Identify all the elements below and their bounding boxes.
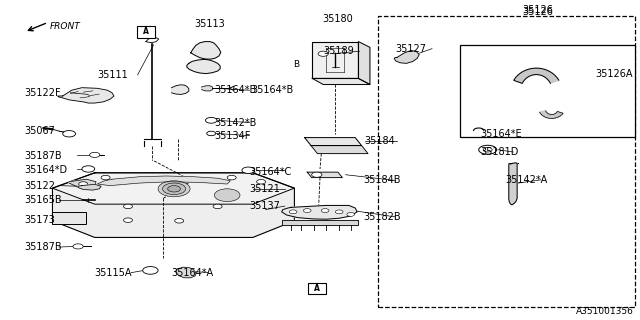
Polygon shape bbox=[282, 220, 358, 225]
Text: 35113: 35113 bbox=[195, 19, 225, 29]
Text: 35142*A: 35142*A bbox=[506, 175, 548, 185]
Polygon shape bbox=[312, 78, 370, 84]
Polygon shape bbox=[176, 267, 196, 278]
Circle shape bbox=[289, 210, 297, 214]
Circle shape bbox=[214, 189, 240, 202]
Text: 35182B: 35182B bbox=[364, 212, 401, 222]
Text: 35111: 35111 bbox=[97, 70, 128, 80]
Text: 35127: 35127 bbox=[396, 44, 426, 54]
Circle shape bbox=[318, 51, 328, 56]
Circle shape bbox=[163, 183, 186, 195]
Polygon shape bbox=[52, 173, 294, 204]
Text: 35122: 35122 bbox=[24, 180, 55, 191]
Text: 35126A: 35126A bbox=[595, 68, 633, 79]
Text: FRONT: FRONT bbox=[50, 22, 81, 31]
Text: 35184: 35184 bbox=[365, 136, 396, 147]
Circle shape bbox=[63, 131, 76, 137]
Polygon shape bbox=[394, 51, 419, 63]
Polygon shape bbox=[514, 68, 559, 83]
Polygon shape bbox=[307, 172, 342, 178]
Circle shape bbox=[479, 145, 497, 154]
Polygon shape bbox=[509, 163, 517, 205]
Text: 35115A: 35115A bbox=[95, 268, 132, 278]
Bar bbox=[137, 26, 155, 38]
Circle shape bbox=[483, 148, 492, 152]
Text: A: A bbox=[143, 28, 149, 36]
Circle shape bbox=[242, 167, 255, 173]
Text: A351001356: A351001356 bbox=[576, 308, 634, 316]
Text: 35164*A: 35164*A bbox=[172, 268, 214, 278]
Polygon shape bbox=[191, 42, 221, 59]
Text: 35164*B: 35164*B bbox=[251, 85, 293, 95]
Text: 35164*C: 35164*C bbox=[250, 166, 292, 177]
Text: 35164*B: 35164*B bbox=[214, 85, 257, 95]
Text: 35184B: 35184B bbox=[364, 175, 401, 186]
Circle shape bbox=[175, 219, 184, 223]
Circle shape bbox=[227, 175, 236, 180]
Text: 35126: 35126 bbox=[522, 5, 553, 15]
Text: 35067: 35067 bbox=[24, 126, 55, 136]
Polygon shape bbox=[58, 88, 114, 103]
Circle shape bbox=[347, 212, 355, 216]
Polygon shape bbox=[146, 37, 159, 43]
Circle shape bbox=[321, 209, 329, 212]
Polygon shape bbox=[311, 146, 368, 154]
Text: 35122F: 35122F bbox=[24, 88, 61, 98]
Polygon shape bbox=[52, 173, 294, 237]
Bar bbox=[378, 16, 635, 307]
Circle shape bbox=[124, 218, 132, 222]
Circle shape bbox=[90, 152, 100, 157]
Circle shape bbox=[124, 204, 132, 209]
Polygon shape bbox=[78, 184, 101, 190]
Circle shape bbox=[335, 210, 343, 214]
Circle shape bbox=[257, 180, 266, 184]
Text: 35142*B: 35142*B bbox=[214, 117, 257, 128]
Polygon shape bbox=[97, 176, 230, 186]
Circle shape bbox=[168, 186, 180, 192]
Text: 35181D: 35181D bbox=[480, 147, 518, 157]
Polygon shape bbox=[69, 179, 96, 187]
Text: 35165B: 35165B bbox=[24, 195, 62, 205]
Circle shape bbox=[213, 204, 222, 209]
Bar bbox=[308, 283, 326, 294]
Circle shape bbox=[73, 244, 83, 249]
Polygon shape bbox=[358, 42, 370, 84]
Text: 35137: 35137 bbox=[250, 201, 280, 211]
Circle shape bbox=[205, 117, 217, 123]
Bar bbox=[52, 212, 86, 224]
Circle shape bbox=[101, 175, 110, 180]
Polygon shape bbox=[202, 86, 212, 91]
Bar bbox=[460, 45, 635, 137]
Circle shape bbox=[143, 267, 158, 274]
Polygon shape bbox=[172, 85, 189, 94]
Circle shape bbox=[82, 166, 95, 172]
Text: 35164*E: 35164*E bbox=[480, 129, 522, 139]
Text: 35187B: 35187B bbox=[24, 150, 62, 161]
Polygon shape bbox=[305, 138, 362, 146]
Polygon shape bbox=[282, 205, 357, 219]
Text: 35134F: 35134F bbox=[214, 131, 251, 141]
Text: A: A bbox=[314, 284, 320, 293]
Text: 35189: 35189 bbox=[323, 46, 354, 56]
Text: B: B bbox=[293, 60, 300, 69]
Circle shape bbox=[207, 131, 216, 136]
Text: 35121: 35121 bbox=[250, 184, 280, 194]
Text: 35164*D: 35164*D bbox=[24, 164, 67, 175]
Polygon shape bbox=[312, 42, 358, 78]
Circle shape bbox=[303, 209, 311, 212]
Circle shape bbox=[79, 182, 88, 186]
Polygon shape bbox=[540, 111, 563, 118]
Text: 35126: 35126 bbox=[522, 7, 553, 17]
Text: 35187B: 35187B bbox=[24, 242, 62, 252]
Circle shape bbox=[158, 181, 190, 197]
Text: 35173: 35173 bbox=[24, 215, 55, 225]
Text: 35180: 35180 bbox=[323, 14, 353, 24]
Polygon shape bbox=[187, 60, 220, 74]
Circle shape bbox=[312, 172, 322, 177]
